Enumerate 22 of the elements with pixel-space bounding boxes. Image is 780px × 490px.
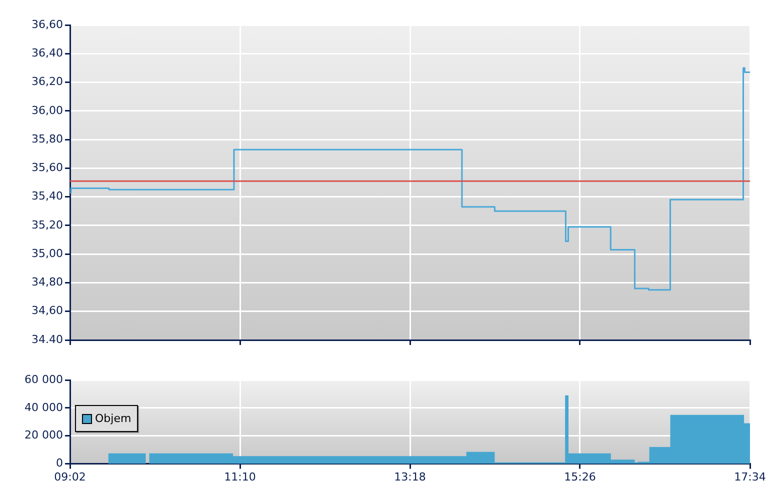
- x-tick-label: 09:02: [54, 470, 86, 484]
- y-tick-label: 36,00: [32, 104, 63, 117]
- x-tick-label: 11:10: [224, 470, 256, 484]
- y-tick-label: 60 000: [24, 372, 63, 386]
- y-tick-label: 0: [56, 456, 63, 470]
- y-tick-label: 35,80: [32, 132, 63, 146]
- y-tick-label: 36,20: [32, 75, 63, 88]
- x-tick-label: 17:34: [734, 470, 766, 484]
- y-tick-label: 40 000: [24, 400, 63, 414]
- x-tick-label: 13:18: [394, 470, 426, 484]
- y-tick-label: 35,60: [32, 161, 63, 174]
- y-tick-label: 35,00: [32, 246, 63, 260]
- y-tick-label: 34.40: [32, 332, 63, 346]
- x-tick-label: 15:26: [564, 470, 596, 484]
- y-tick-label: 36,40: [32, 46, 63, 60]
- legend: Objem: [75, 405, 138, 432]
- y-tick-label: 35,40: [32, 190, 63, 203]
- y-tick-label: 35,20: [32, 218, 63, 232]
- y-tick-label: 34,80: [32, 276, 63, 289]
- y-tick-label: 36,60: [32, 18, 63, 31]
- y-tick-label: 34,60: [32, 304, 63, 318]
- y-tick-label: 20 000: [24, 428, 63, 442]
